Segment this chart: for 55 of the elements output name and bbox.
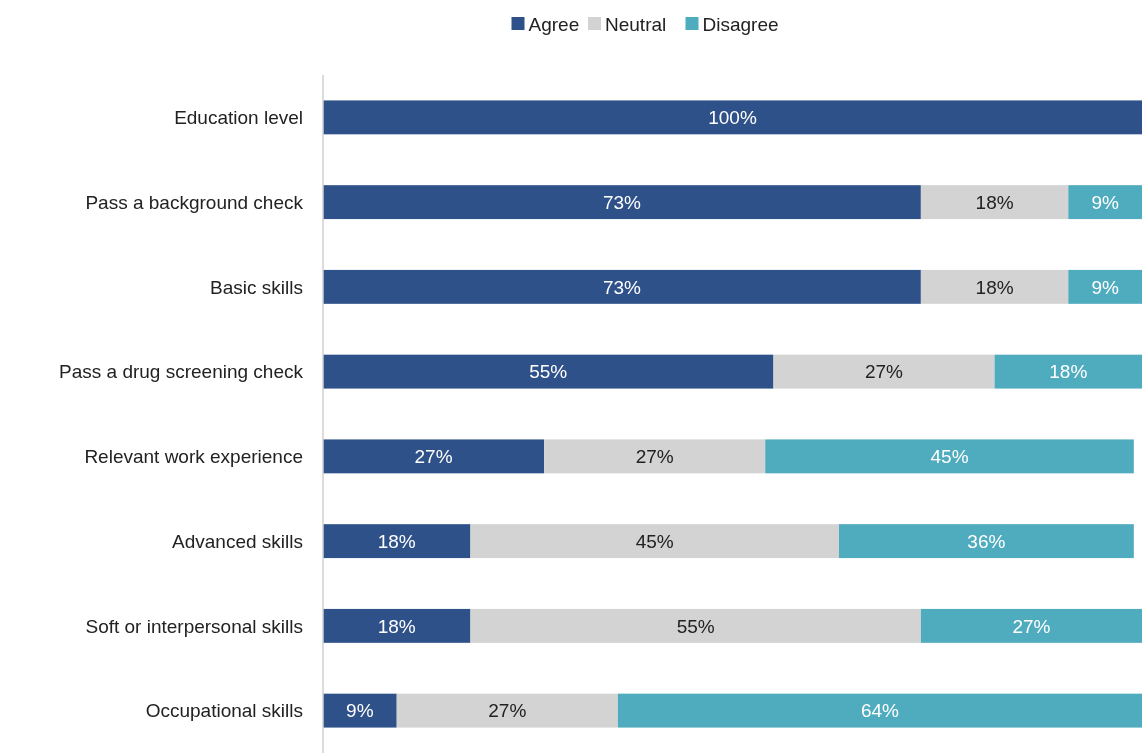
- data-label: 27%: [488, 700, 527, 722]
- data-label: 27%: [865, 361, 904, 383]
- y-tick-label: Relevant work experience: [84, 446, 303, 468]
- data-label: 73%: [602, 276, 642, 298]
- y-tick-label: Soft or interpersonal skills: [85, 615, 303, 637]
- legend-label: Neutral: [605, 13, 667, 35]
- data-label: 64%: [860, 700, 900, 722]
- bar: [773, 354, 995, 389]
- data-label: 9%: [1091, 191, 1119, 213]
- bar: [323, 693, 397, 728]
- legend-label: Agree: [528, 13, 580, 35]
- data-label: 18%: [377, 615, 416, 637]
- bar: [396, 693, 618, 728]
- data-label: 45%: [930, 446, 969, 468]
- data-label: 9%: [346, 700, 374, 722]
- bar: [323, 185, 921, 220]
- bar: [470, 608, 921, 643]
- data-label: 27%: [1012, 615, 1051, 637]
- data-label: 100%: [708, 107, 757, 129]
- bar: [323, 269, 921, 304]
- bar: [920, 185, 1069, 220]
- y-tick-label: Occupational skills: [145, 700, 303, 722]
- legend-label: Disagree: [702, 13, 779, 35]
- data-label: 18%: [975, 276, 1014, 298]
- bar: [323, 524, 471, 559]
- bar: [323, 100, 1142, 135]
- y-tick-label: Basic skills: [210, 276, 303, 298]
- data-label: 73%: [602, 191, 642, 213]
- bar: [323, 608, 471, 643]
- y-tick-label: Pass a background check: [85, 191, 304, 213]
- bar: [1068, 185, 1142, 220]
- bar: [544, 439, 766, 474]
- bar: [470, 524, 839, 559]
- y-tick-label: Education level: [174, 107, 303, 129]
- bar: [920, 269, 1069, 304]
- data-label: 27%: [635, 446, 674, 468]
- bar: [323, 354, 774, 389]
- bar: [323, 439, 545, 474]
- data-label: 27%: [414, 446, 453, 468]
- data-label: 9%: [1091, 276, 1119, 298]
- data-label: 55%: [529, 361, 568, 383]
- data-label: 18%: [377, 530, 416, 552]
- y-tick-label: Advanced skills: [172, 530, 303, 552]
- bar: [838, 524, 1134, 559]
- data-label: 36%: [967, 530, 1006, 552]
- data-label: 18%: [975, 191, 1014, 213]
- bar: [994, 354, 1142, 389]
- y-tick-label: Pass a drug screening check: [59, 361, 304, 383]
- data-label: 55%: [676, 615, 715, 637]
- data-label: 18%: [1049, 361, 1088, 383]
- bar: [1068, 269, 1142, 304]
- data-label: 45%: [635, 530, 674, 552]
- bar: [617, 693, 1142, 728]
- bar: [920, 608, 1142, 643]
- bar: [765, 439, 1134, 474]
